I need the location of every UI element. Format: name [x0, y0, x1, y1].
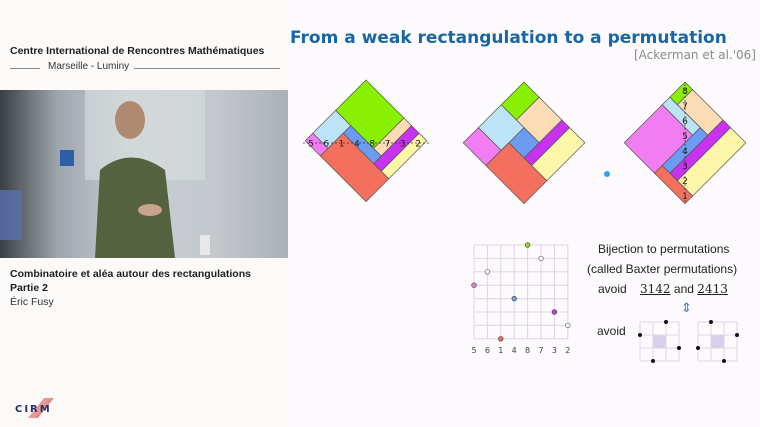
- location-row: Marseille - Luminy: [10, 61, 280, 75]
- cirm-logo: CIRM: [15, 398, 54, 418]
- divider: [10, 68, 40, 69]
- sidebar-panel: Centre International de Rencontres Mathé…: [0, 0, 288, 427]
- bijection-line2: (called Baxter permutations): [587, 262, 738, 276]
- divider: [134, 68, 280, 69]
- svg-text:CIRM: CIRM: [15, 404, 52, 415]
- talk-title: Combinatoire et aléa autour des rectangu…: [10, 268, 251, 280]
- avoid-label: avoid: [598, 282, 627, 296]
- talk-part: Partie 2: [10, 282, 48, 294]
- accessibility-sign: [60, 150, 74, 166]
- slide-title: From a weak rectangulation to a permutat…: [290, 28, 727, 48]
- citation: [Ackerman et al.'06]: [633, 48, 756, 62]
- avoid-label-2: avoid: [597, 324, 626, 338]
- speaker-body: [95, 157, 175, 258]
- speaker-video[interactable]: [0, 90, 288, 258]
- pattern-2413: 2413: [697, 282, 728, 296]
- location: Marseille - Luminy: [48, 61, 130, 72]
- video-frame: [0, 90, 210, 258]
- organization-name: Centre International de Rencontres Mathé…: [10, 45, 265, 57]
- bijection-line1: Bijection to permutations: [598, 242, 730, 256]
- and-label: and: [673, 282, 694, 296]
- speaker-head: [115, 101, 145, 139]
- avoid-statement: avoid 3142 and 2413: [598, 282, 728, 296]
- speaker-name: Éric Fusy: [10, 296, 54, 308]
- pattern-3142: 3142: [640, 282, 671, 296]
- equivalence-arrow-icon: ⇕: [681, 300, 692, 315]
